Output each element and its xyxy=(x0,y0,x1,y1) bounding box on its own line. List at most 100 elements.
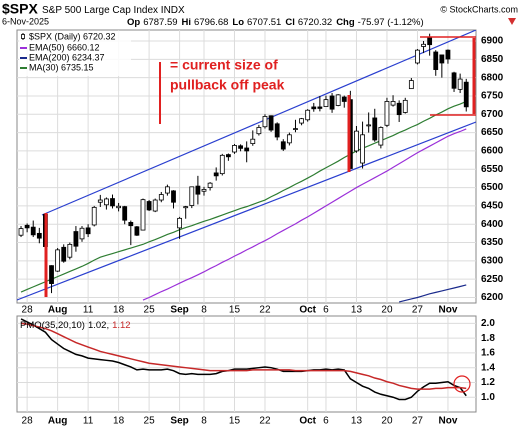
y-tick-label: 6200 xyxy=(481,292,504,303)
x-tick-label: 11 xyxy=(83,416,94,427)
legend-box xyxy=(19,31,131,76)
pmo-panel xyxy=(16,315,477,413)
x-tick-label: 11 xyxy=(83,305,94,316)
candle-body xyxy=(402,99,408,113)
source: © StockCharts.com xyxy=(440,4,518,14)
candle-body xyxy=(341,96,347,102)
down-arrow xyxy=(508,18,516,25)
y-tick-label: 6500 xyxy=(481,182,504,193)
x-tick-label: 18 xyxy=(113,416,125,427)
candle-body xyxy=(427,36,433,46)
x-tick-label: 22 xyxy=(259,416,271,427)
candle-body xyxy=(152,199,158,212)
x-tick-label: 18 xyxy=(113,305,125,316)
y-tick-label: 6600 xyxy=(481,146,504,157)
x-tick-label: 15 xyxy=(229,416,241,427)
candle-body xyxy=(122,206,128,221)
legend-label: PMO(35,20,10) xyxy=(20,320,85,331)
legend-label: MA(30) 6735.15 xyxy=(29,62,94,72)
candle-body xyxy=(286,134,292,144)
y-tick-label: 6850 xyxy=(481,54,504,65)
y-tick-label: 6650 xyxy=(481,127,504,138)
candle-body xyxy=(408,80,414,90)
quote-label: Lo xyxy=(232,17,244,28)
candle-body xyxy=(384,101,390,126)
x-tick-label: 8 xyxy=(201,416,207,427)
candle-body xyxy=(305,109,311,121)
date: 6-Nov-2025 xyxy=(2,16,49,26)
x-tick-label: 25 xyxy=(144,305,156,316)
x-tick-label: 20 xyxy=(381,416,393,427)
y-tick-label: 6550 xyxy=(481,164,504,175)
legend-label: EMA(200) 6234.37 xyxy=(29,52,105,62)
line xyxy=(20,100,467,293)
candle-body xyxy=(97,199,103,203)
candle-body xyxy=(183,206,189,209)
y-tick-label: 6900 xyxy=(481,36,504,47)
candle-body xyxy=(463,81,469,108)
candle-body xyxy=(128,221,134,227)
x-tick-label: 13 xyxy=(351,305,363,316)
candle-body xyxy=(244,147,250,152)
candle-body xyxy=(189,186,195,206)
legend-label: EMA(50) 6660.12 xyxy=(29,42,100,52)
quote-value: 6796.68 xyxy=(194,17,228,28)
legend-label: 1.12 xyxy=(112,320,131,331)
candle-body xyxy=(171,190,176,203)
candle-body xyxy=(415,49,420,64)
x-tick-label: 28 xyxy=(22,416,34,427)
y-tick-label: 6250 xyxy=(481,274,504,285)
x-tick-label: 13 xyxy=(351,416,363,427)
candle-body xyxy=(354,130,359,152)
candle-body xyxy=(24,224,30,229)
pullback-marks xyxy=(44,36,476,297)
candle-body xyxy=(140,199,146,231)
y-tick-label: 6700 xyxy=(481,109,504,120)
x-tick-label: 22 xyxy=(259,305,271,316)
candle-body xyxy=(250,138,256,144)
y-tick-label: 1.4 xyxy=(481,362,495,373)
y-tick-label: 1.2 xyxy=(481,377,495,388)
y-tick-label: 6350 xyxy=(481,237,504,248)
candle-body xyxy=(146,201,152,211)
candle-body xyxy=(213,172,219,177)
candle-body xyxy=(396,102,402,116)
candle-body xyxy=(164,186,170,194)
y-tick-label: 6750 xyxy=(481,91,504,102)
candle-body xyxy=(238,145,243,149)
x-tick-label: Sep xyxy=(170,305,188,316)
candle-body xyxy=(61,246,67,262)
quote: Op 6787.59 Hi 6796.68 Lo 6707.51 Cl 6720.32 Chg -… xyxy=(127,17,424,28)
x-tick-label: Nov xyxy=(438,416,457,427)
candle-body xyxy=(280,141,286,150)
candle-body xyxy=(195,185,201,195)
candle-body xyxy=(91,206,97,226)
x-tick-label: Oct xyxy=(299,305,316,316)
labels: 28 28 Aug Aug 11 11 18 18 25 25 Sep Sep 8 8 15 15 22 22 Oc… xyxy=(19,31,504,427)
candle-body xyxy=(421,43,426,47)
x-tick-label: Nov xyxy=(438,305,457,316)
candle-body xyxy=(360,134,365,164)
candle-body xyxy=(378,127,384,146)
candle-body xyxy=(219,154,225,175)
x-tick-label: 27 xyxy=(412,305,424,316)
exchange: INDX xyxy=(161,5,185,16)
line xyxy=(20,322,467,390)
quote-value: 6787.59 xyxy=(143,17,177,28)
legend-label: 1.02, xyxy=(88,320,109,331)
candle-body xyxy=(177,217,182,229)
pmo-plot xyxy=(20,318,467,401)
x-tick-label: 15 xyxy=(229,305,241,316)
y-tick-label: 1.0 xyxy=(481,392,495,403)
candle-body xyxy=(104,198,109,206)
quote-value: 6720.32 xyxy=(298,17,332,28)
candle-body xyxy=(317,106,323,109)
x-tick-label: Oct xyxy=(299,416,316,427)
candle-body xyxy=(73,231,79,247)
candle-body xyxy=(433,51,439,70)
annotation: = current size of xyxy=(170,57,278,73)
candle-body xyxy=(390,101,396,106)
x-tick-label: 8 xyxy=(201,305,207,316)
quote-label: Hi xyxy=(182,17,192,28)
channel-upper xyxy=(41,30,476,216)
